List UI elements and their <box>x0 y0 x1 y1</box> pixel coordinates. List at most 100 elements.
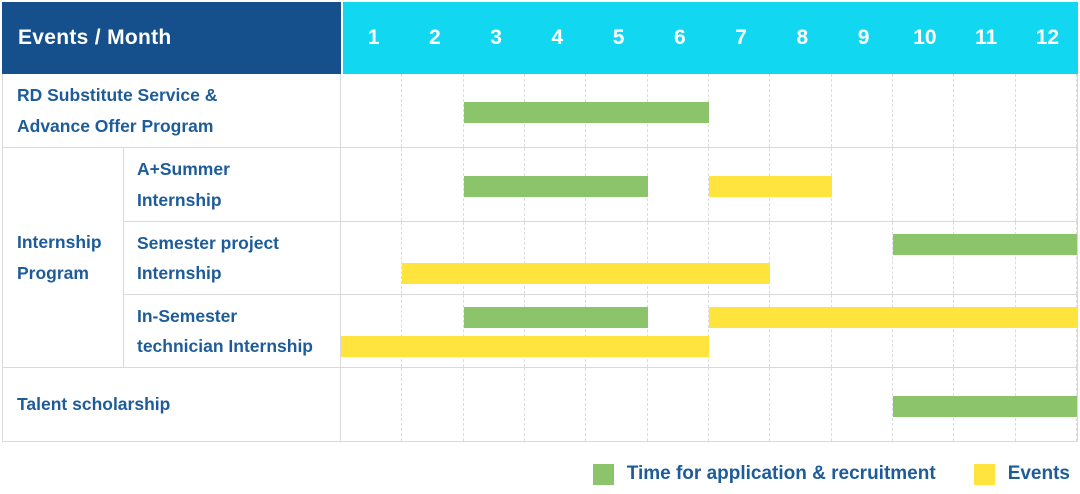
legend-label-application-recruitment: Time for application & recruitment <box>626 463 936 484</box>
month-grid-cell <box>893 148 955 221</box>
month-label: 4 <box>551 26 564 49</box>
row-label-semester-project: Semester project Internship <box>124 222 341 294</box>
row-talent-scholarship: Talent scholarship <box>3 367 1077 441</box>
gantt-bar-green <box>893 234 1077 255</box>
internship-program-group: Internship Program A+Summer Internship S… <box>3 147 1077 367</box>
legend-label-events: Events <box>1007 463 1070 484</box>
month-grid-cell <box>402 74 464 147</box>
month-grid-cell <box>402 368 464 441</box>
month-grid-cell <box>464 295 525 367</box>
month-grid-cell <box>832 74 893 147</box>
month-grid-cell <box>341 295 403 367</box>
month-grid-cell <box>954 222 1016 294</box>
gantt-bar-yellow <box>709 175 832 197</box>
timeline-track <box>341 74 1077 147</box>
month-grid-cell <box>586 295 648 367</box>
month-grid-cell <box>464 222 525 294</box>
legend-item-events: Events <box>973 463 1070 485</box>
month-grid-cell <box>648 148 709 221</box>
month-grid-cell <box>586 368 648 441</box>
events-month-header-label: Events / Month <box>18 26 172 49</box>
month-grid-cell <box>770 295 832 367</box>
row-label-in-semester-technician: In-Semester technician Internship <box>124 295 341 367</box>
row-label-a-plus-summer: A+Summer Internship <box>124 148 341 221</box>
month-grid-cell <box>770 222 832 294</box>
month-grid-cell <box>586 222 648 294</box>
month-label: 12 <box>1035 26 1060 49</box>
month-grid-cell <box>770 74 832 147</box>
months-header: 1 2 3 4 5 6 7 8 9 10 11 12 <box>343 2 1078 74</box>
gantt-bar-green <box>463 175 648 197</box>
events-month-header-cell: Events / Month <box>2 2 343 74</box>
gantt-bar-yellow <box>341 336 709 357</box>
month-label: 8 <box>796 26 809 49</box>
month-label: 7 <box>735 26 747 49</box>
month-grid-cell <box>1016 222 1077 294</box>
month-grid-cell <box>402 148 464 221</box>
timeline-track <box>341 222 1077 294</box>
green-swatch-icon <box>592 463 614 485</box>
row-a-plus-summer: A+Summer Internship <box>124 148 1077 221</box>
month-label: 3 <box>490 26 502 49</box>
legend: Time for application & recruitment Event… <box>592 463 1070 485</box>
month-label: 9 <box>857 26 870 49</box>
month-grid-cell <box>525 222 587 294</box>
month-grid-cell <box>648 295 709 367</box>
month-grid-cell <box>832 295 893 367</box>
month-grid-cell <box>402 295 464 367</box>
month-grid-cell <box>648 222 709 294</box>
month-grid-cell <box>341 368 403 441</box>
month-grid-cell <box>525 295 587 367</box>
month-grid-cell <box>709 74 771 147</box>
month-label: 11 <box>975 26 998 49</box>
month-grid-cell <box>709 295 771 367</box>
timeline-track <box>341 295 1077 367</box>
month-grid-cell <box>954 295 1016 367</box>
month-label: 6 <box>674 26 686 49</box>
month-grid-cell <box>893 74 955 147</box>
month-grid-cell <box>1016 148 1077 221</box>
group-label-internship-program: Internship Program <box>3 148 124 367</box>
internship-program-rows: A+Summer Internship Semester project Int… <box>124 148 1077 367</box>
gantt-bar-green <box>893 395 1077 417</box>
gantt-bar-green <box>463 307 648 328</box>
row-in-semester-technician: In-Semester technician Internship <box>124 294 1077 367</box>
legend-item-application-recruitment: Time for application & recruitment <box>592 463 936 485</box>
gantt-bar-green <box>463 101 709 123</box>
month-grid-cell <box>525 368 587 441</box>
month-grid-cell <box>832 222 893 294</box>
month-grid-cell <box>954 148 1016 221</box>
row-semester-project: Semester project Internship <box>124 221 1077 294</box>
month-grid-cell <box>341 148 403 221</box>
month-grid-cell <box>464 368 525 441</box>
month-grid-cell <box>770 368 832 441</box>
timeline-track <box>341 368 1077 441</box>
month-grid-cell <box>893 295 955 367</box>
month-grid-cell <box>893 222 955 294</box>
row-label-talent-scholarship: Talent scholarship <box>3 368 341 441</box>
month-label: 2 <box>429 26 441 49</box>
timeline-track <box>341 148 1077 221</box>
month-grid-cell <box>709 222 771 294</box>
month-label: 1 <box>367 26 380 49</box>
gantt-bar-yellow <box>709 307 1077 328</box>
row-rd-substitute: RD Substitute Service & Advance Offer Pr… <box>3 74 1077 147</box>
month-label: 10 <box>913 26 937 49</box>
table-header-row: Events / Month 1 2 3 4 5 6 7 8 9 10 11 12 <box>2 2 1078 74</box>
month-grid-cell <box>954 74 1016 147</box>
month-grid-cell <box>1016 295 1077 367</box>
month-grid-cell <box>1016 74 1077 147</box>
table-body: RD Substitute Service & Advance Offer Pr… <box>2 74 1078 442</box>
month-label: 5 <box>612 26 625 49</box>
row-label-rd-substitute: RD Substitute Service & Advance Offer Pr… <box>3 74 341 147</box>
month-grid-cell <box>832 368 893 441</box>
gantt-table: Events / Month 1 2 3 4 5 6 7 8 9 10 11 12 RD Substi… <box>2 2 1078 442</box>
month-grid-cell <box>341 222 403 294</box>
month-grid-cell <box>648 368 709 441</box>
month-grid-cell <box>402 222 464 294</box>
month-grid-cell <box>832 148 893 221</box>
month-grid-cell <box>341 74 403 147</box>
month-grid-cell <box>709 368 771 441</box>
yellow-swatch-icon <box>973 463 995 485</box>
